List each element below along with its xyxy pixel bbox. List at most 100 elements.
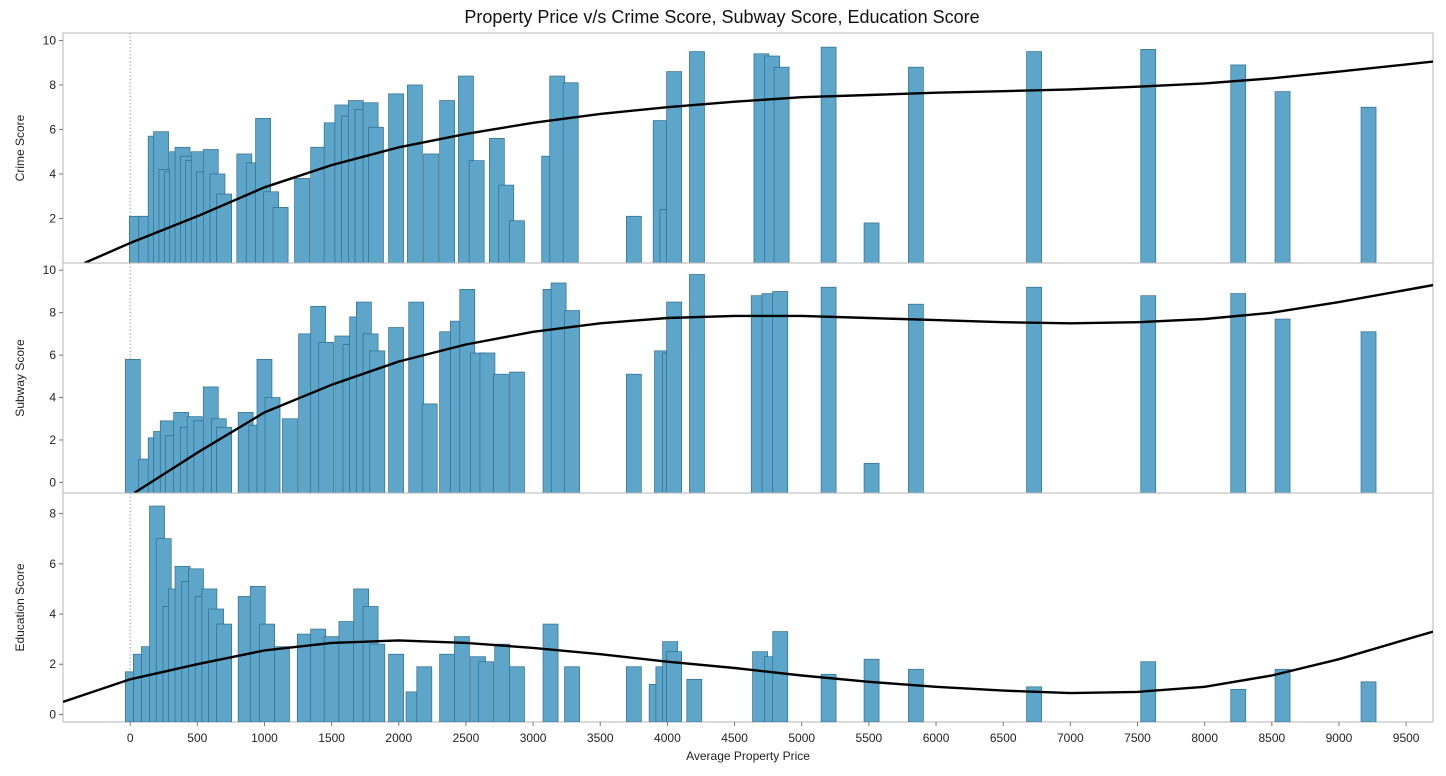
bar [294, 178, 310, 263]
bar [494, 643, 511, 722]
y-tick-label: 6 [49, 122, 56, 136]
bar [509, 666, 525, 722]
bar [564, 310, 580, 493]
bar [216, 193, 233, 263]
y-tick-label: 2 [49, 657, 56, 671]
bar [863, 222, 880, 263]
bar [421, 403, 438, 493]
bar [1274, 668, 1291, 722]
bar [1026, 286, 1042, 493]
bar [625, 666, 642, 722]
bar [416, 666, 433, 722]
x-tick-label: 5500 [856, 731, 883, 745]
bar [338, 621, 355, 722]
bar [1360, 681, 1377, 722]
bar [863, 462, 880, 493]
bar [310, 146, 327, 263]
x-tick-label: 500 [187, 731, 207, 745]
bar [686, 678, 703, 722]
chart-panels: 2 4 6 8 10 Crime Score 0 2 4 6 8 10 Subway Score 0 2 4 6… [13, 32, 1434, 723]
y-axis-label: Education Score [13, 563, 27, 651]
y-tick-label: 6 [49, 348, 56, 362]
bar [407, 84, 423, 263]
y-tick-label: 8 [49, 78, 56, 92]
bar [1274, 91, 1291, 263]
bar [562, 82, 579, 263]
y-tick-label: 0 [49, 475, 56, 489]
bar [689, 274, 705, 493]
bar [908, 66, 924, 263]
panel-0: 2 4 6 8 10 Crime Score [13, 32, 1434, 264]
bar [1274, 318, 1291, 493]
panel-1: 0 2 4 6 8 10 Subway Score [13, 262, 1434, 494]
x-tick-label: 1000 [251, 731, 278, 745]
x-tick-label: 8500 [1258, 731, 1285, 745]
bar [625, 215, 642, 263]
bar [509, 371, 525, 493]
bar-series [124, 505, 1377, 722]
x-tick-label: 1500 [318, 731, 345, 745]
y-tick-label: 8 [49, 507, 56, 521]
bar [666, 651, 682, 722]
y-axis-label: Crime Score [13, 114, 27, 181]
bar [1360, 106, 1377, 263]
bar [454, 636, 470, 722]
x-tick-label: 0 [127, 731, 134, 745]
bar [1140, 49, 1157, 263]
bar [478, 661, 494, 722]
x-axis: 0 500 1000 1500 2000 2500 3000 3500 4000 4500 5000… [127, 722, 1420, 745]
panel-frame [62, 492, 1434, 723]
bar [863, 658, 880, 722]
bar [564, 666, 580, 722]
x-tick-label: 6500 [990, 731, 1017, 745]
chart-title: Property Price v/s Crime Score, Subway S… [464, 7, 979, 27]
bar [274, 646, 290, 722]
bar [318, 342, 335, 493]
bar [216, 426, 233, 493]
bar [1140, 295, 1157, 493]
bar [368, 126, 384, 263]
x-tick-label: 2500 [453, 731, 480, 745]
x-axis-label: Average Property Price [686, 749, 810, 763]
bar [666, 301, 682, 493]
trend-line [63, 630, 1433, 704]
bar [264, 397, 281, 493]
y-tick-label: 2 [49, 433, 56, 447]
y-tick-label: 8 [49, 306, 56, 320]
bar [908, 303, 924, 493]
bar [908, 668, 924, 722]
bar [408, 301, 425, 493]
bar [369, 643, 386, 722]
bar [1230, 689, 1247, 722]
y-tick-label: 2 [49, 211, 56, 225]
x-tick-label: 9000 [1326, 731, 1353, 745]
x-tick-label: 3500 [587, 731, 614, 745]
bar [388, 93, 404, 263]
bar [423, 153, 439, 263]
bar [772, 631, 789, 722]
bar [1230, 64, 1247, 263]
x-tick-label: 7500 [1124, 731, 1151, 745]
bar-series [129, 46, 1377, 263]
bar [625, 373, 642, 493]
bar [259, 623, 276, 722]
y-axis-label: Subway Score [13, 339, 27, 417]
bar [550, 282, 567, 493]
bar [124, 358, 141, 493]
bar [509, 220, 525, 263]
bar [820, 286, 837, 493]
y-tick-label: 4 [49, 607, 56, 621]
bar [282, 418, 298, 493]
x-tick-label: 2000 [385, 731, 412, 745]
bar [542, 623, 559, 722]
trend-line [84, 60, 1433, 263]
bar-series [124, 274, 1377, 493]
bar [216, 623, 233, 722]
bar [666, 71, 682, 263]
bar [1026, 686, 1042, 722]
bar [439, 100, 455, 263]
bar [388, 327, 404, 493]
x-tick-label: 4500 [721, 731, 748, 745]
